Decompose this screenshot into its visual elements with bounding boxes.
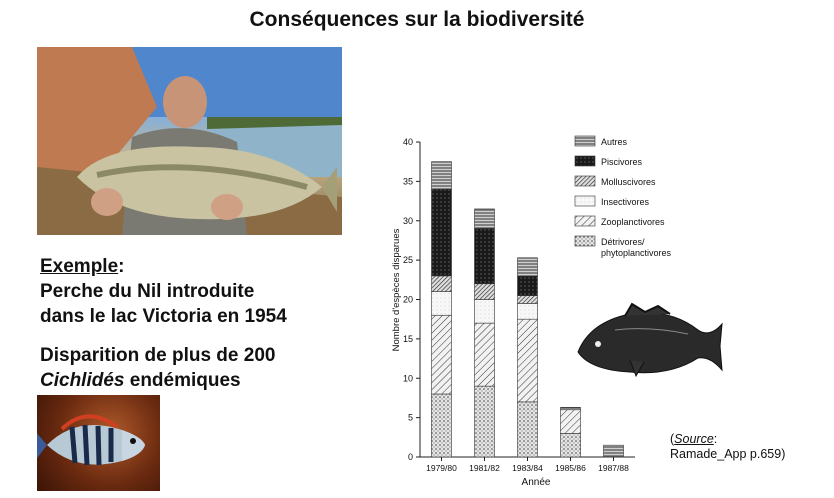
page-title: Conséquences sur la biodiversité: [249, 8, 585, 31]
species-name: Cichlidés: [40, 370, 125, 391]
extinction-line-1: Disparition de plus de 200: [40, 345, 276, 366]
bar-segment: [431, 161, 452, 190]
example-colon: :: [118, 256, 125, 277]
bar-segment: [431, 393, 452, 458]
species-extinction-chart: Nombre d'espèces disparues Année 0 5 10 15 2…: [391, 135, 672, 488]
legend-label: Molluscivores: [601, 177, 656, 187]
bar-segment: [474, 322, 495, 387]
x-tick-label: 1985/86: [555, 463, 586, 473]
y-tick-label: 30: [403, 216, 413, 226]
bar-segment: [517, 257, 538, 277]
extinction-line-2-suffix: endémiques: [124, 370, 241, 391]
y-tick-label: 35: [403, 176, 413, 186]
chart-legend: Autres Piscivores Molluscivores Insectivore…: [574, 135, 672, 258]
example-heading: Exemple:: [40, 254, 287, 279]
legend-swatch: [574, 135, 596, 147]
legend-swatch: [574, 215, 596, 227]
bar-segment: [474, 283, 495, 300]
bar-segment: [474, 228, 495, 285]
example-label: Exemple: [40, 256, 119, 277]
legend-label-continued: phytoplanctivores: [601, 248, 672, 258]
x-tick-label: 1981/82: [469, 463, 500, 473]
bar-segment: [431, 188, 452, 277]
extinction-text: Disparition de plus de 200 Cichlidés end…: [40, 343, 275, 393]
extinction-line-2: Cichlidés endémiques: [40, 368, 275, 393]
legend-label: Insectivores: [601, 197, 650, 207]
x-axis-label: Année: [522, 477, 551, 488]
y-tick-label: 20: [403, 295, 413, 305]
bar-segment: [560, 433, 581, 458]
x-tick-label: 1979/80: [426, 463, 457, 473]
bar-segment: [474, 208, 495, 229]
fisherman-with-nile-perch-photo: [37, 47, 342, 235]
bar-segment: [517, 401, 538, 458]
legend-swatch: [574, 155, 596, 167]
legend-swatch: [574, 235, 596, 247]
bar-segment: [603, 444, 624, 458]
source-open-paren: (: [670, 432, 675, 446]
bar-segment: [517, 318, 538, 403]
legend-label: Piscivores: [601, 157, 643, 167]
chart-plot-area: 0 5 10 15 20 25 30 35 40 1979/80 1981/82 1983/84 198…: [403, 137, 635, 473]
bar-segment: [560, 407, 581, 411]
y-tick-label: 5: [408, 413, 413, 423]
legend-label: Détrivores/: [601, 237, 645, 247]
y-tick-label: 40: [403, 137, 413, 147]
source-colon: :: [713, 432, 718, 446]
bar-segment: [431, 314, 452, 395]
bar-segment: [474, 299, 495, 324]
bar-segment: [517, 275, 538, 296]
bar-segment: [474, 385, 495, 458]
source-line-1: (Source:: [670, 432, 785, 447]
legend-label: Zooplanctivores: [601, 217, 665, 227]
example-line-2: dans le lac Victoria en 1954: [40, 306, 287, 327]
x-tick-label: 1983/84: [512, 463, 543, 473]
y-tick-label: 0: [408, 452, 413, 462]
cichlid-fish-photo: [37, 395, 160, 491]
y-axis-label: Nombre d'espèces disparues: [391, 228, 402, 351]
bar-segment: [431, 291, 452, 316]
example-line-1: Perche du Nil introduite: [40, 281, 255, 302]
y-tick-label: 10: [403, 373, 413, 383]
source-citation: (Source: Ramade_App p.659): [670, 432, 785, 462]
y-tick-label: 15: [403, 334, 413, 344]
bar-segment: [431, 275, 452, 292]
legend-swatch: [574, 195, 596, 207]
y-tick-label: 25: [403, 255, 413, 265]
bar-segment: [517, 295, 538, 304]
nile-perch-illustration: [577, 302, 723, 378]
bar-segment: [517, 303, 538, 320]
x-tick-label: 1987/88: [598, 463, 629, 473]
legend-swatch: [574, 175, 596, 187]
source-label: Source: [674, 432, 714, 446]
source-reference: Ramade_App p.659): [670, 447, 786, 461]
legend-label: Autres: [601, 137, 628, 147]
example-text: Exemple: Perche du Nil introduite dans l…: [40, 254, 287, 329]
bar-segment: [560, 409, 581, 434]
